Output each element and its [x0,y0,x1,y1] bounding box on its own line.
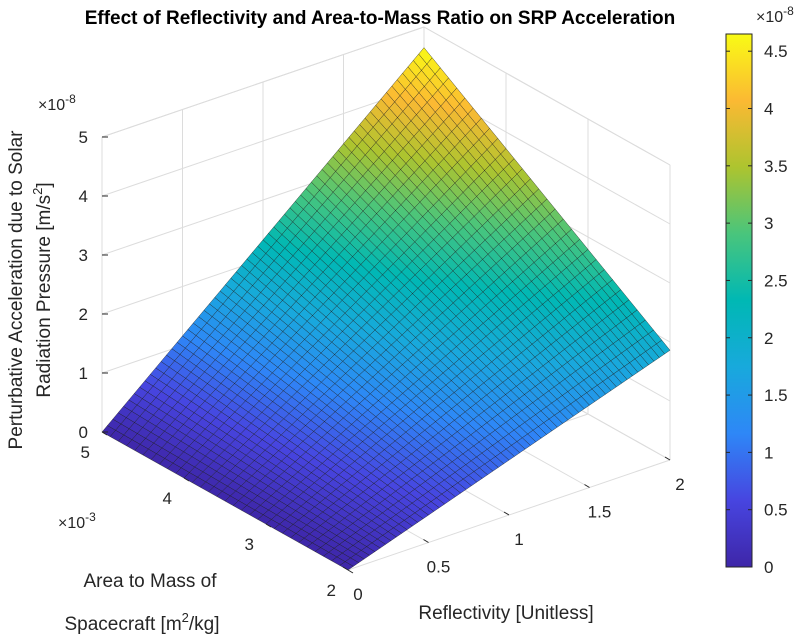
y-tick-mark [347,569,354,574]
x-tick-label: 0 [353,585,362,604]
colorbar-tick-label: 1 [764,443,773,462]
x-axis-label: Reflectivity [Unitless] [418,603,593,624]
colorbar-tick-label: 3 [764,214,773,233]
y-tick-mark [101,431,108,436]
colorbar-tick-label: 0 [764,558,773,577]
x-tick-mark [423,539,429,543]
x-tick-label: 1 [514,530,523,549]
surface-patch [339,561,354,571]
x-tick-mark [503,511,510,516]
colorbar: 0 0.5 1 1.5 2 2.5 3 3.5 4 4.5 ×10-8 [725,4,794,577]
x-tick-mark [664,456,671,461]
y-multiplier: ×10-3 [58,510,96,532]
z-label-line1: Perturbative Acceleration due to Solar [6,130,27,450]
chart-title: Effect of Reflectivity and Area-to-Mass … [85,8,676,29]
box-edge [101,26,425,138]
y-tick-label: 3 [245,535,254,554]
x-tick-label: 2 [675,475,684,494]
y-tick-mark [183,477,190,482]
x-tick-mark [584,484,590,488]
colorbar-ticks: 0 0.5 1 1.5 2 2.5 3 3.5 4 4.5 [726,42,788,577]
colorbar-tick-label: 3.5 [764,157,788,176]
colorbar-tick-label: 4.5 [764,42,788,61]
y-tick-mark [265,523,272,528]
z-multiplier: ×10-8 [38,92,76,114]
z-tick-label: 5 [79,128,88,147]
y-label-line2: Spacecraft [m2/kg] [64,610,219,635]
z-tick-label: 1 [79,364,88,383]
y-tick-label: 4 [163,489,172,508]
colorbar-tick-label: 0.5 [764,501,788,520]
colorbar-tick-label: 4 [764,100,773,119]
y-tick-label: 2 [327,581,336,600]
z-tick-label: 4 [79,187,88,206]
x-tick-label: 1.5 [588,503,612,522]
z-tick-label: 2 [79,305,88,324]
colorbar-bar [725,33,753,568]
z-axis-label: Perturbative Acceleration due to Solar R… [6,130,55,450]
y-tick-label: 5 [81,443,90,462]
x-tick-mark [342,566,349,571]
colorbar-tick-label: 2.5 [764,271,788,290]
y-label-line1: Area to Mass of [83,571,217,592]
colorbar-multiplier: ×10-8 [756,4,794,26]
x-tick-label: 0.5 [427,558,451,577]
colorbar-tick-label: 1.5 [764,386,788,405]
surface-plot [101,47,671,571]
colorbar-tick-label: 2 [764,329,773,348]
z-tick-label: 3 [79,246,88,265]
box-edge [423,26,671,166]
z-label-line2: Radiation Pressure [m/s2] [30,182,55,397]
z-tick-label: 0 [79,423,88,442]
